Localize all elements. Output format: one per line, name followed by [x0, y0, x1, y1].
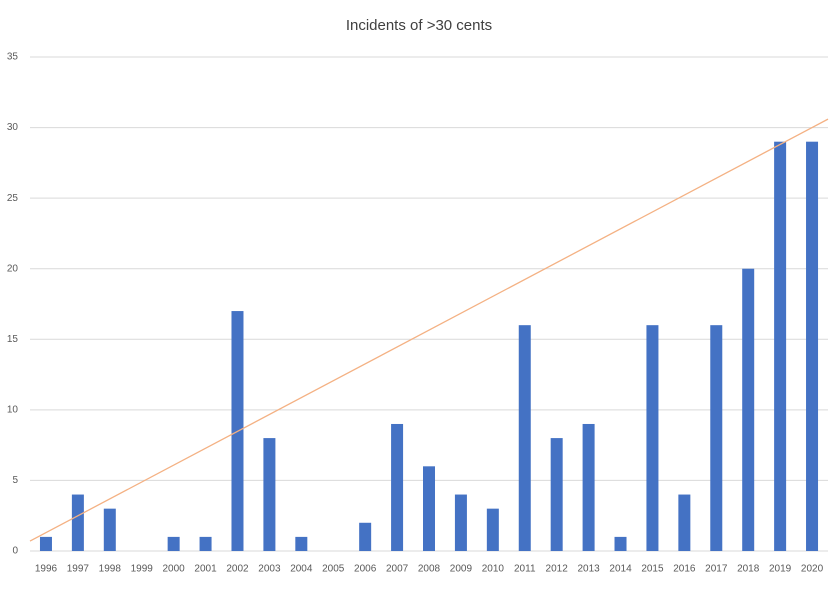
- x-tick-label: 1997: [67, 564, 90, 575]
- bar: [103, 508, 116, 551]
- x-tick-label: 2018: [737, 564, 760, 575]
- bar: [423, 466, 435, 551]
- bar: [550, 438, 563, 551]
- y-tick-label: 25: [7, 193, 19, 204]
- bar: [742, 268, 755, 551]
- x-tick-label: 2004: [290, 564, 313, 575]
- y-tick-label: 5: [12, 475, 18, 486]
- trendline: [29, 118, 829, 542]
- y-tick-label: 10: [7, 404, 19, 415]
- x-tick-label: 2011: [514, 564, 536, 575]
- x-tick-label: 2014: [609, 564, 632, 575]
- x-tick-label: 2005: [322, 564, 345, 575]
- y-tick-label: 20: [7, 263, 19, 274]
- bar: [454, 494, 467, 551]
- bar: [806, 141, 819, 551]
- x-tick-label: 1996: [35, 564, 58, 575]
- bar: [199, 536, 212, 551]
- bar: [582, 423, 595, 551]
- y-tick-label: 0: [12, 546, 18, 557]
- x-tick-label: 1999: [131, 564, 154, 575]
- x-tick-label: 2007: [386, 564, 409, 575]
- bar: [391, 423, 404, 551]
- bar: [71, 494, 84, 551]
- x-tick-label: 2003: [258, 564, 281, 575]
- bar: [678, 494, 691, 551]
- x-tick-label: 2012: [546, 564, 569, 575]
- bar: [167, 536, 180, 551]
- x-tick-label: 2016: [673, 564, 696, 575]
- bar: [263, 438, 276, 551]
- x-tick-label: 2013: [577, 564, 600, 575]
- x-tick-label: 2006: [354, 564, 377, 575]
- x-tick-label: 2008: [418, 564, 441, 575]
- x-tick-label: 2000: [163, 564, 186, 575]
- bar: [486, 508, 499, 551]
- x-tick-label: 2017: [705, 564, 728, 575]
- x-tick-label: 2010: [482, 564, 505, 575]
- bar: [518, 325, 531, 551]
- bar: [295, 536, 308, 551]
- x-tick-label: 2009: [450, 564, 473, 575]
- bar: [710, 325, 723, 551]
- y-tick-label: 15: [7, 334, 19, 345]
- chart-title: Incidents of >30 cents: [346, 17, 492, 34]
- bar: [774, 141, 787, 551]
- x-tick-label: 2015: [641, 564, 664, 575]
- bar: [39, 536, 52, 551]
- x-tick-label: 2002: [226, 564, 249, 575]
- x-tick-label: 2020: [801, 564, 824, 575]
- x-tick-label: 2001: [194, 564, 217, 575]
- x-tick-label: 2019: [769, 564, 792, 575]
- x-tick-label: 1998: [99, 564, 122, 575]
- bar: [614, 536, 627, 551]
- bar: [359, 522, 372, 551]
- y-tick-label: 30: [7, 122, 19, 133]
- y-tick-label: 35: [7, 52, 19, 63]
- bar: [646, 325, 659, 551]
